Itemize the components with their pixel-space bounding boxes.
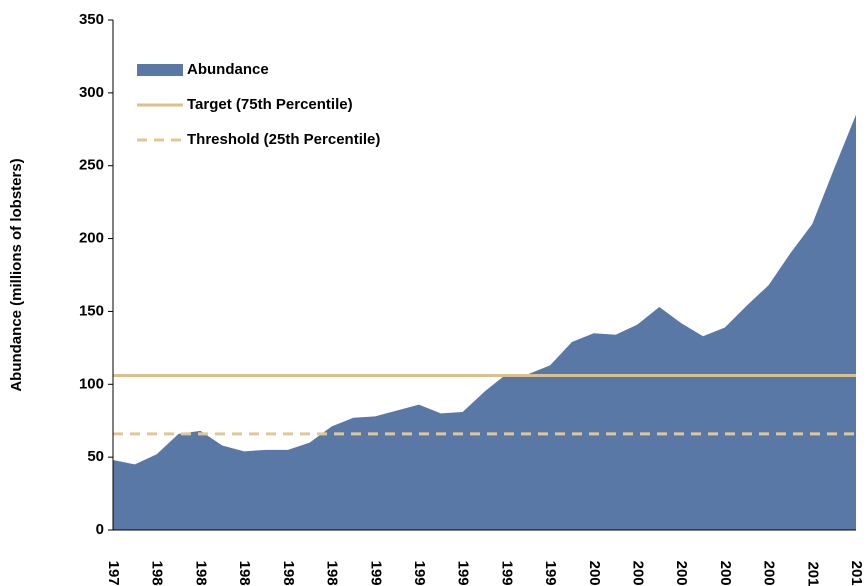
x-tick-label: 1987	[280, 561, 297, 586]
x-tick-label: 1995	[455, 561, 472, 586]
x-tick-label: 2003	[630, 561, 647, 586]
legend-swatch	[137, 64, 183, 76]
y-tick-label: 200	[79, 230, 104, 247]
y-tick-label: 300	[79, 84, 104, 101]
x-tick-label: 1985	[236, 561, 253, 586]
y-tick-label: 50	[87, 448, 104, 465]
x-tick-label: 1983	[192, 561, 209, 586]
y-tick-label: 0	[96, 521, 104, 538]
y-tick-label: 150	[79, 302, 104, 319]
y-tick-label: 100	[79, 375, 104, 392]
y-axis-label: Abundance (millions of lobsters)	[8, 158, 25, 391]
legend-label: Target (75th Percentile)	[187, 96, 353, 113]
legend-label: Threshold (25th Percentile)	[187, 131, 380, 148]
x-tick-label: 1989	[324, 561, 341, 586]
x-tick-label: 1991	[367, 561, 384, 586]
x-tick-label: 1999	[542, 561, 559, 586]
x-tick-label: 2011	[804, 561, 821, 586]
x-tick-label: 2007	[717, 561, 734, 586]
x-tick-label: 2005	[673, 561, 690, 586]
x-tick-label: 1979	[105, 561, 122, 586]
legend-label: Abundance	[187, 61, 269, 78]
x-tick-label: 1981	[149, 561, 166, 586]
x-tick-label: 1993	[411, 561, 428, 586]
x-tick-label: 2001	[586, 561, 603, 586]
x-tick-label: 2013	[848, 561, 865, 586]
area	[113, 114, 856, 530]
y-tick-label: 250	[79, 157, 104, 174]
y-tick-label: 350	[79, 11, 104, 28]
x-tick-label: 2009	[761, 561, 778, 586]
x-tick-label: 1997	[498, 561, 515, 586]
